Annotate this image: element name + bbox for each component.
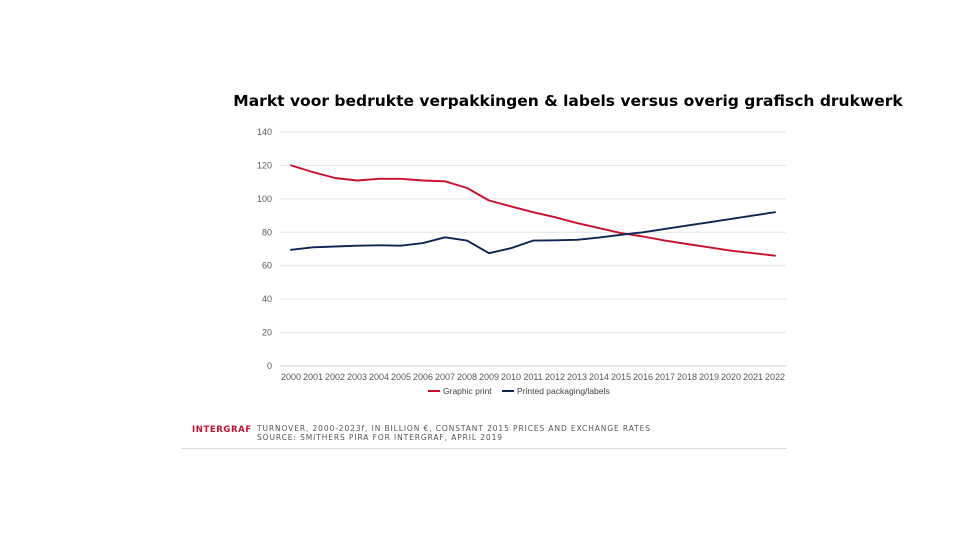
y-tick-label: 100: [257, 194, 272, 204]
y-tick-label: 20: [262, 328, 272, 338]
x-tick-label: 2019: [699, 372, 719, 382]
x-tick-label: 2011: [523, 372, 542, 382]
y-tick-label: 140: [257, 127, 272, 137]
x-tick-label: 2020: [721, 372, 741, 382]
y-tick-label: 0: [267, 361, 272, 371]
x-tick-label: 2018: [677, 372, 697, 382]
series-lines: [290, 164, 776, 257]
x-tick-label: 2001: [303, 372, 323, 382]
legend-label: Graphic print: [443, 386, 492, 396]
x-tick-label: 2021: [743, 372, 763, 382]
x-tick-label: 2007: [435, 372, 455, 382]
chart-title: Markt voor bedrukte verpakkingen & label…: [233, 92, 903, 110]
x-tick-label: 2006: [413, 372, 433, 382]
x-axis-ticks: 2000 2001 2002 2003 2004 2005 2006 2007 2008 2009…: [281, 372, 785, 382]
x-tick-label: 2014: [589, 372, 609, 382]
x-tick-label: 2013: [567, 372, 587, 382]
footer-divider: [181, 448, 787, 449]
gridlines: [280, 131, 786, 367]
y-tick-label: 60: [262, 261, 272, 271]
x-tick-label: 2005: [391, 372, 411, 382]
x-tick-label: 2008: [457, 372, 477, 382]
y-axis-ticks: 0 20 40 60 80 100 120 140: [257, 127, 272, 371]
x-tick-label: 2009: [479, 372, 499, 382]
y-tick-label: 120: [257, 160, 272, 170]
x-tick-label: 2003: [347, 372, 367, 382]
series-line-graphic-print: [290, 164, 776, 257]
y-tick-label: 80: [262, 227, 272, 237]
x-tick-label: 2004: [369, 372, 389, 382]
footer-note: TURNOVER, 2000-2023f, IN BILLION €, CONS…: [257, 424, 651, 433]
x-tick-label: 2017: [655, 372, 675, 382]
y-tick-label: 40: [262, 294, 272, 304]
x-tick-label: 2012: [545, 372, 565, 382]
x-tick-label: 2016: [633, 372, 653, 382]
x-tick-label: 2022: [765, 372, 785, 382]
legend-label: Printed packaging/labels: [517, 386, 610, 396]
series-line-printed-packaging: [290, 211, 776, 255]
footer-source: SOURCE: SMITHERS PIRA FOR INTERGRAF, APR…: [257, 433, 503, 442]
x-tick-label: 2002: [325, 372, 345, 382]
intergraf-logo: INTERGRAF: [192, 425, 252, 435]
x-tick-label: 2010: [501, 372, 521, 382]
legend: Graphic print Printed packaging/labels: [428, 386, 610, 396]
x-tick-label: 2015: [611, 372, 631, 382]
x-tick-label: 2000: [281, 372, 301, 382]
